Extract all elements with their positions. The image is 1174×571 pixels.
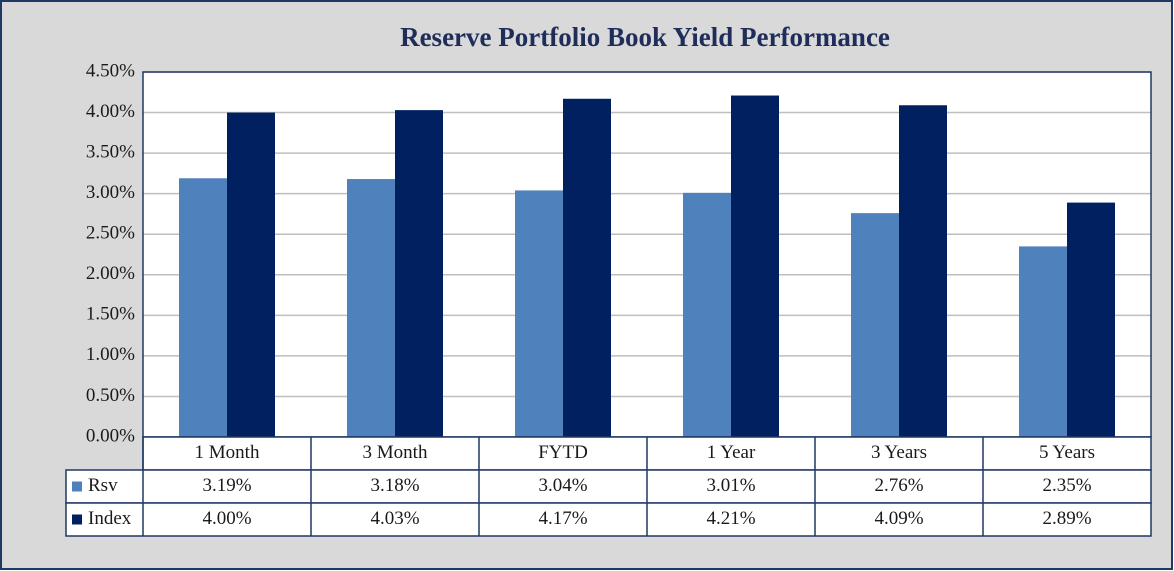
x-tick-label: 5 Years	[1039, 442, 1095, 463]
table-row	[65, 502, 1152, 537]
y-tick-label: 4.00%	[86, 101, 135, 122]
y-tick-label: 3.50%	[86, 141, 135, 162]
y-tick-label: 3.00%	[86, 182, 135, 203]
x-tick-label: 1 Month	[195, 442, 260, 463]
y-tick-label: 0.50%	[86, 385, 135, 406]
bar	[899, 105, 947, 437]
table-row	[65, 469, 1152, 504]
y-tick-label: 2.00%	[86, 263, 135, 284]
table-value: 3.18%	[370, 475, 419, 496]
table-value: 4.03%	[370, 508, 419, 529]
legend-label: Rsv	[88, 475, 118, 496]
bar	[1067, 202, 1115, 437]
legend-key	[72, 481, 82, 492]
bar	[851, 213, 899, 437]
y-tick-label: 0.00%	[86, 425, 135, 446]
bar	[347, 179, 395, 438]
bar	[179, 178, 227, 437]
y-tick-label: 2.50%	[86, 223, 135, 244]
table-value: 4.00%	[202, 508, 251, 529]
bar	[731, 95, 779, 438]
table-value: 4.21%	[706, 508, 755, 529]
bar	[395, 110, 443, 437]
x-tick-label: FYTD	[538, 442, 588, 463]
bar	[683, 192, 731, 437]
table-value: 3.01%	[706, 475, 755, 496]
y-tick-label: 4.50%	[86, 60, 135, 81]
x-tick-label: 1 Year	[707, 442, 756, 463]
table-value: 2.89%	[1042, 508, 1091, 529]
bar	[515, 190, 563, 437]
legend-key	[72, 514, 82, 525]
table-value: 2.35%	[1042, 475, 1091, 496]
table-value: 4.17%	[538, 508, 587, 529]
legend-label: Index	[88, 508, 132, 529]
table-value: 4.09%	[874, 508, 923, 529]
bar	[1019, 246, 1067, 437]
y-tick-label: 1.00%	[86, 344, 135, 365]
chart-title: Reserve Portfolio Book Yield Performance	[400, 22, 890, 52]
table-value: 3.04%	[538, 475, 587, 496]
x-tick-label: 3 Years	[871, 442, 927, 463]
table-value: 3.19%	[202, 475, 251, 496]
x-tick-label: 3 Month	[363, 442, 428, 463]
bar	[563, 98, 611, 438]
bar	[227, 112, 275, 438]
table-value: 2.76%	[874, 475, 923, 496]
plot-area	[143, 72, 1151, 437]
y-tick-label: 1.50%	[86, 304, 135, 325]
